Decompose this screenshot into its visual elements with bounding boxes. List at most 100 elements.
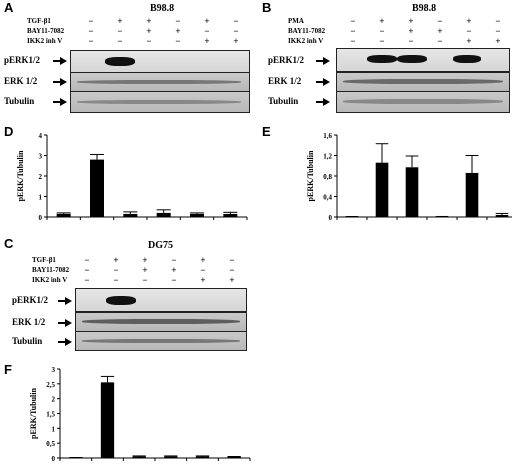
bar (69, 457, 83, 458)
treatment-sign: − (229, 255, 235, 265)
treatment-sign: + (204, 36, 210, 46)
chart-d: 0 1 2 3 4 pERK/Tubulin (16, 132, 248, 222)
bar (375, 162, 389, 217)
arrow-icon (58, 300, 66, 302)
treatment-sign: − (171, 275, 177, 285)
bar (100, 382, 115, 458)
treatment-sign: − (175, 16, 181, 26)
panel-letter-c: C (4, 236, 14, 251)
treatment-sign: − (204, 26, 210, 36)
bar (495, 214, 509, 217)
blot-label-erk: ERK 1/2 (12, 317, 46, 327)
blot-label-erk: ERK 1/2 (4, 76, 38, 86)
treatment-sign: − (379, 36, 385, 46)
band (453, 55, 481, 63)
arrow-icon (53, 101, 61, 103)
y-tick-label: 3 (52, 366, 56, 374)
blot-a-erk (70, 72, 250, 92)
treatment-label: BAY11-7082 (27, 27, 65, 35)
arrow-icon (316, 101, 324, 103)
treatment-sign: − (88, 16, 94, 26)
treatment-sign: − (350, 36, 356, 46)
blot-label-tubulin: Tubulin (268, 96, 299, 106)
panel-letter-d: D (4, 124, 14, 139)
bar (227, 456, 241, 458)
arrow-icon (316, 81, 324, 83)
treatment-sign: − (117, 36, 123, 46)
treatment-sign: − (117, 26, 123, 36)
y-tick-label: 1,6 (323, 132, 332, 140)
bar (56, 213, 71, 217)
treatment-label: PMA (288, 17, 304, 25)
chart-f: 0 0,5 1 1,5 2 2,5 3 pERK/Tubulin (29, 366, 251, 463)
bar (123, 213, 138, 217)
treatment-sign: + (408, 16, 414, 26)
treatment-sign: − (379, 26, 385, 36)
y-tick-label: 1 (52, 425, 56, 433)
band (77, 100, 241, 104)
y-tick-label: 1,2 (323, 153, 332, 161)
treatment-label: BAY11-7082 (288, 27, 326, 35)
treatment-sign: − (171, 255, 177, 265)
treatment-sign: + (233, 36, 239, 46)
treatment-sign: − (408, 36, 414, 46)
treatment-sign: − (113, 265, 119, 275)
blot-c-tubulin (75, 331, 247, 351)
treatment-sign: + (146, 26, 152, 36)
y-tick-label: 0 (329, 214, 333, 222)
treatment-sign: − (84, 265, 90, 275)
treatment-sign: + (117, 16, 123, 26)
blot-label-perk: pERK1/2 (12, 295, 49, 305)
bar (405, 167, 419, 217)
treatment-sign: − (113, 275, 119, 285)
band (82, 339, 240, 343)
arrow-icon (60, 78, 67, 86)
treatment-label: IKK2 inh V (27, 37, 63, 45)
treatment-sign: − (142, 275, 148, 285)
y-tick-label: 0,5 (46, 440, 55, 448)
y-tick-label: 4 (39, 132, 43, 140)
y-tick-label: 2 (52, 396, 56, 404)
blot-a-perk (70, 50, 250, 73)
chart-e: 0 0,4 0,8 1,2 1,6 pERK/Tubulin (306, 132, 512, 222)
blot-a-tubulin (70, 91, 250, 113)
arrow-icon (65, 319, 72, 327)
treatment-sign: − (84, 255, 90, 265)
panel-letter-b: B (262, 0, 272, 15)
bar (132, 456, 146, 458)
arrow-icon (53, 60, 61, 62)
treatment-sign: + (204, 16, 210, 26)
blot-b-perk (336, 48, 510, 72)
treatment-sign: + (379, 16, 385, 26)
y-tick-label: 3 (39, 153, 43, 161)
y-tick-label: 2 (39, 173, 43, 181)
y-tick-label: 0 (39, 214, 43, 222)
arrow-icon (323, 98, 330, 106)
treatment-sign: − (233, 26, 239, 36)
arrow-icon (58, 341, 66, 343)
band (105, 57, 135, 66)
arrow-icon (58, 322, 66, 324)
y-tick-label: 0,8 (323, 173, 332, 181)
arrow-icon (60, 57, 67, 65)
arrow-icon (323, 57, 330, 65)
treatment-sign: − (466, 26, 472, 36)
panel-letter-a: A (4, 0, 14, 15)
treatment-label: TGF-β1 (32, 256, 56, 264)
treatment-sign: + (171, 265, 177, 275)
panel-letter-f: F (4, 362, 12, 377)
bar (345, 216, 359, 217)
blot-label-perk: pERK1/2 (4, 55, 41, 65)
arrow-icon (60, 98, 67, 106)
treatment-sign: + (146, 16, 152, 26)
panel-letter-e: E (262, 124, 271, 139)
y-tick-label: 0 (52, 455, 56, 463)
treatment-sign: − (437, 16, 443, 26)
treatment-sign: − (350, 26, 356, 36)
treatment-sign: + (142, 255, 148, 265)
treatment-sign: − (200, 265, 206, 275)
band (106, 296, 136, 305)
treatment-label: IKK2 inh V (288, 37, 324, 45)
panel-b-title: B98.8 (412, 3, 437, 14)
treatment-sign: + (229, 275, 235, 285)
